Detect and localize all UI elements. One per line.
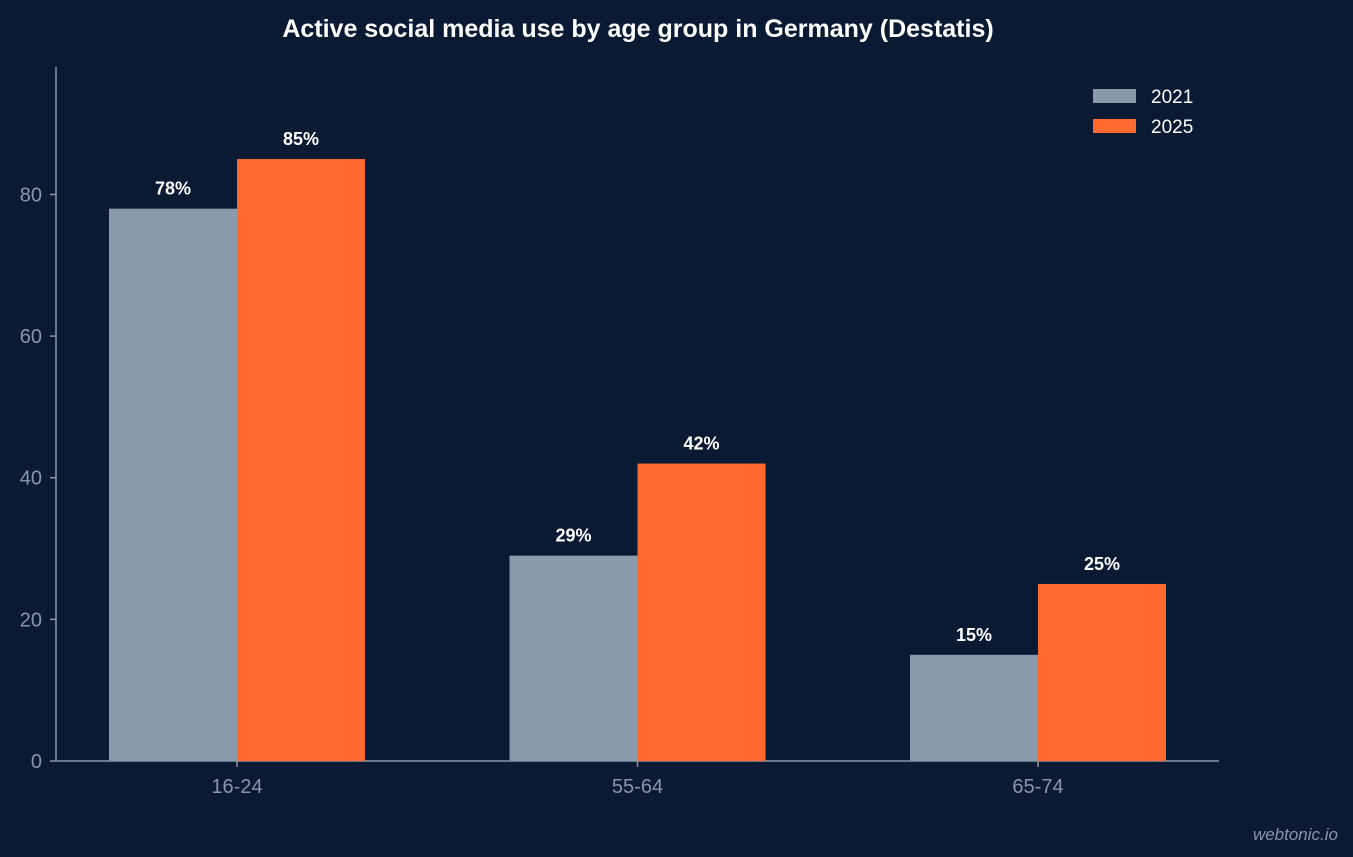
bars: 78% 85% 29% 42% 15% 25%	[109, 129, 1166, 761]
bar-2025-65-74	[1038, 583, 1166, 761]
y-tick-label: 0	[31, 751, 42, 773]
x-tick-label: 16-24	[211, 776, 262, 798]
bar-value-label: 85%	[283, 129, 319, 149]
legend-swatch-2021	[1093, 89, 1136, 103]
legend: 2021 2025	[1093, 87, 1193, 138]
legend-label: 2025	[1151, 117, 1193, 138]
x-tick-label: 65-74	[1012, 776, 1063, 798]
legend-label: 2021	[1151, 87, 1193, 108]
bar-2021-55-64	[509, 555, 638, 761]
y-tick-label: 20	[20, 609, 42, 631]
y-tick-label: 80	[20, 184, 42, 206]
legend-swatch-2025	[1093, 119, 1136, 133]
watermark: webtonic.io	[1253, 825, 1338, 844]
x-tick-label: 55-64	[612, 776, 663, 798]
y-tick-label: 60	[20, 326, 42, 348]
bar-2021-16-24	[109, 208, 237, 761]
y-tick-label: 40	[20, 468, 42, 490]
bar-value-label: 42%	[683, 434, 719, 454]
bar-2025-16-24	[237, 159, 365, 761]
bar-value-label: 29%	[555, 526, 591, 546]
chart-title: Active social media use by age group in …	[282, 15, 993, 43]
bar-value-label: 78%	[155, 179, 191, 199]
bar-value-label: 25%	[1084, 554, 1120, 574]
bar-value-label: 15%	[956, 625, 992, 645]
bar-2021-65-74	[910, 654, 1038, 761]
bar-2025-55-64	[637, 463, 766, 761]
